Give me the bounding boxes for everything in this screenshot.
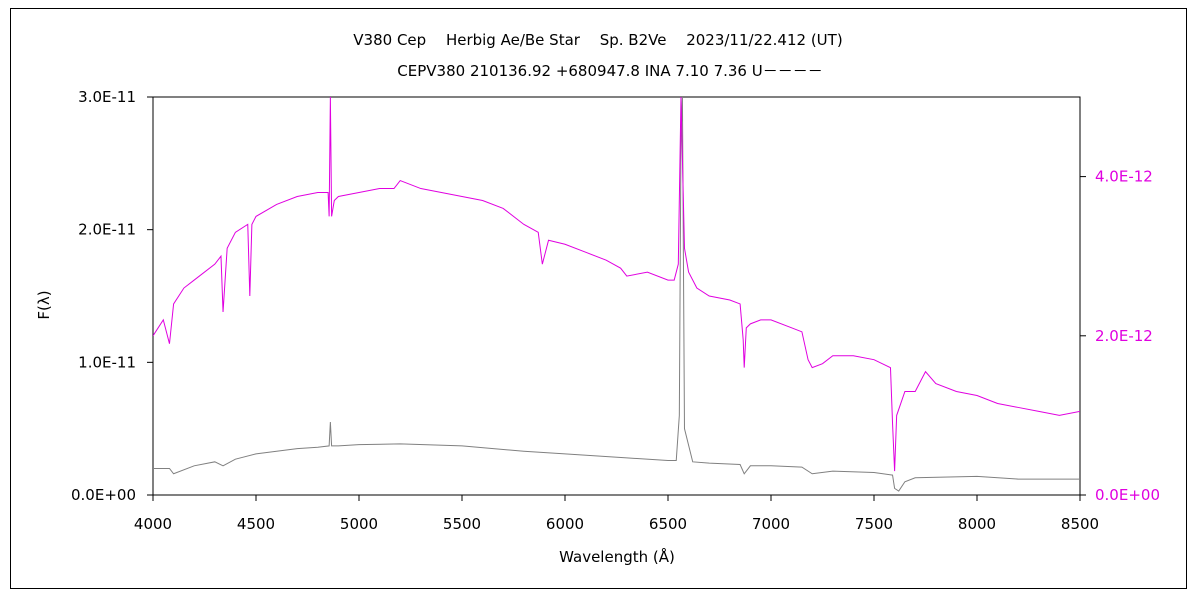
right-y-axis: 0.0E+00 2.0E-12 4.0E-12: [1080, 168, 1160, 504]
series-line-gray: [153, 97, 1080, 492]
x-tick-label: 4500: [237, 515, 275, 533]
x-tick-label: 6000: [546, 515, 584, 533]
chart-title: V380 Cep Herbig Ae/Be Star Sp. B2Ve 2023…: [353, 31, 842, 49]
y-left-tick-label: 0.0E+00: [71, 486, 136, 504]
series-group: [153, 97, 1080, 492]
left-y-axis: 0.0E+00 1.0E-11 2.0E-11 3.0E-11: [71, 88, 153, 504]
x-tick-label: 6500: [649, 515, 687, 533]
x-tick-label: 7000: [752, 515, 790, 533]
chart-frame: [10, 8, 1187, 589]
x-tick-label: 5500: [443, 515, 481, 533]
y-right-tick-label: 2.0E-12: [1095, 327, 1153, 345]
y-right-tick-label: 0.0E+00: [1095, 486, 1160, 504]
chart-subtitle: CEPV380 210136.92 +680947.8 INA 7.10 7.3…: [397, 62, 822, 80]
x-tick-label: 5000: [340, 515, 378, 533]
y-axis-label: F(λ): [35, 290, 53, 319]
series-line-magenta: [153, 97, 1080, 472]
x-tick-label: 8000: [958, 515, 996, 533]
x-axis-label: Wavelength (Å): [559, 547, 675, 566]
y-left-tick-label: 3.0E-11: [78, 88, 136, 106]
x-tick-label: 7500: [855, 515, 893, 533]
plot-area: [152, 96, 1081, 496]
x-tick-label: 4000: [134, 515, 172, 533]
y-left-tick-label: 2.0E-11: [78, 221, 136, 239]
y-right-tick-label: 4.0E-12: [1095, 168, 1153, 186]
x-axis: 4000 4500 5000 5500 6000 6500 7000 7500 8000 8500: [134, 495, 1099, 533]
y-left-tick-label: 1.0E-11: [78, 353, 136, 371]
x-tick-label: 8500: [1061, 515, 1099, 533]
